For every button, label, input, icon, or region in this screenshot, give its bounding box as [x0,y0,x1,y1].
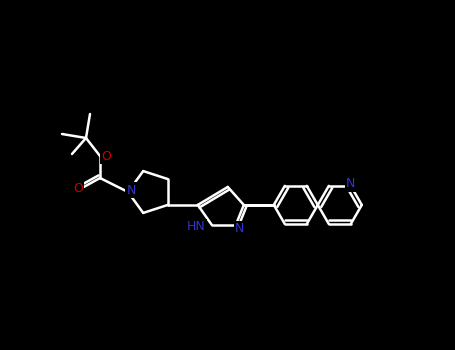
Text: O: O [101,149,111,162]
Text: HN: HN [187,220,206,233]
Text: N: N [346,177,355,190]
Text: N: N [126,183,136,196]
Text: O: O [73,182,83,195]
Text: N: N [235,223,244,236]
